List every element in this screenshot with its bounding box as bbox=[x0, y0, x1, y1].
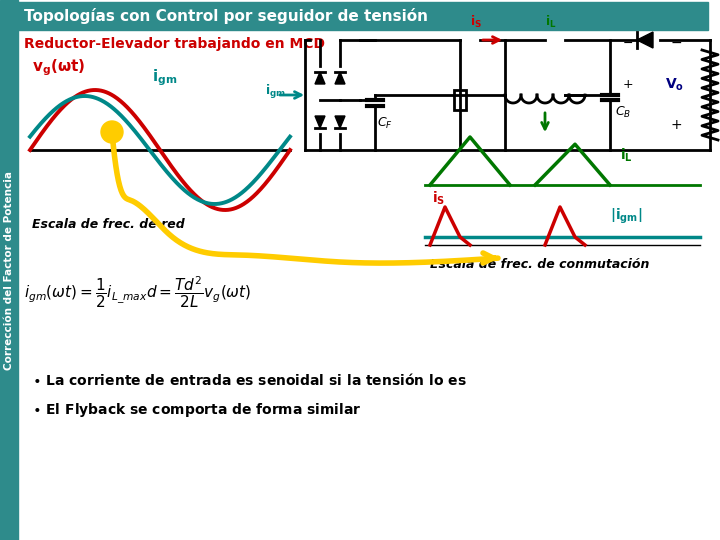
Text: Escala de frec. de conmutación: Escala de frec. de conmutación bbox=[430, 258, 649, 271]
Bar bbox=[0, 0, 18, 540]
Text: $-$: $-$ bbox=[670, 35, 682, 49]
Text: $\mathbf{i_S}$: $\mathbf{i_S}$ bbox=[432, 190, 445, 207]
Text: $\mathbf{i_L}$: $\mathbf{i_L}$ bbox=[620, 147, 633, 164]
Polygon shape bbox=[637, 32, 653, 48]
Text: $\bullet$ El Flyback se comporta de forma similar: $\bullet$ El Flyback se comporta de form… bbox=[32, 401, 361, 419]
Text: $C_B$: $C_B$ bbox=[615, 105, 631, 120]
Text: $i_{gm}(\omega t) = \dfrac{1}{2}i_{L\_max}d = \dfrac{Td^2}{2L}v_g(\omega t)$: $i_{gm}(\omega t) = \dfrac{1}{2}i_{L\_ma… bbox=[24, 274, 251, 310]
Text: $-$: $-$ bbox=[622, 36, 633, 49]
Text: $C_F$: $C_F$ bbox=[377, 116, 393, 131]
Polygon shape bbox=[315, 116, 325, 128]
Text: Reductor-Elevador trabajando en MCD: Reductor-Elevador trabajando en MCD bbox=[24, 37, 325, 51]
Polygon shape bbox=[315, 72, 325, 84]
Bar bbox=[18, 2, 708, 30]
Polygon shape bbox=[335, 72, 345, 84]
Text: $+$: $+$ bbox=[622, 78, 634, 91]
Text: Corrección del Factor de Potencia: Corrección del Factor de Potencia bbox=[4, 171, 14, 369]
Text: $\mathbf{|i_{gm}|}$: $\mathbf{|i_{gm}|}$ bbox=[610, 207, 643, 226]
Text: $\mathbf{i_{gm}}$: $\mathbf{i_{gm}}$ bbox=[152, 68, 177, 89]
Text: $\mathbf{v_g(\omega t)}$: $\mathbf{v_g(\omega t)}$ bbox=[32, 58, 86, 78]
Bar bbox=[454, 90, 466, 110]
Circle shape bbox=[101, 121, 123, 143]
Text: Topologías con Control por seguidor de tensión: Topologías con Control por seguidor de t… bbox=[24, 8, 428, 24]
Text: $\mathbf{i_{gm}}$: $\mathbf{i_{gm}}$ bbox=[265, 83, 286, 101]
Text: $\mathbf{i_L}$: $\mathbf{i_L}$ bbox=[545, 14, 557, 30]
Text: $\mathbf{i_S}$: $\mathbf{i_S}$ bbox=[470, 14, 482, 30]
Polygon shape bbox=[335, 116, 345, 128]
Text: $\bullet$ La corriente de entrada es senoidal si la tensión lo es: $\bullet$ La corriente de entrada es sen… bbox=[32, 372, 467, 388]
Text: Escala de frec. de red: Escala de frec. de red bbox=[32, 218, 185, 231]
Text: $+$: $+$ bbox=[670, 118, 682, 132]
Text: $\mathbf{V_o}$: $\mathbf{V_o}$ bbox=[665, 77, 684, 93]
